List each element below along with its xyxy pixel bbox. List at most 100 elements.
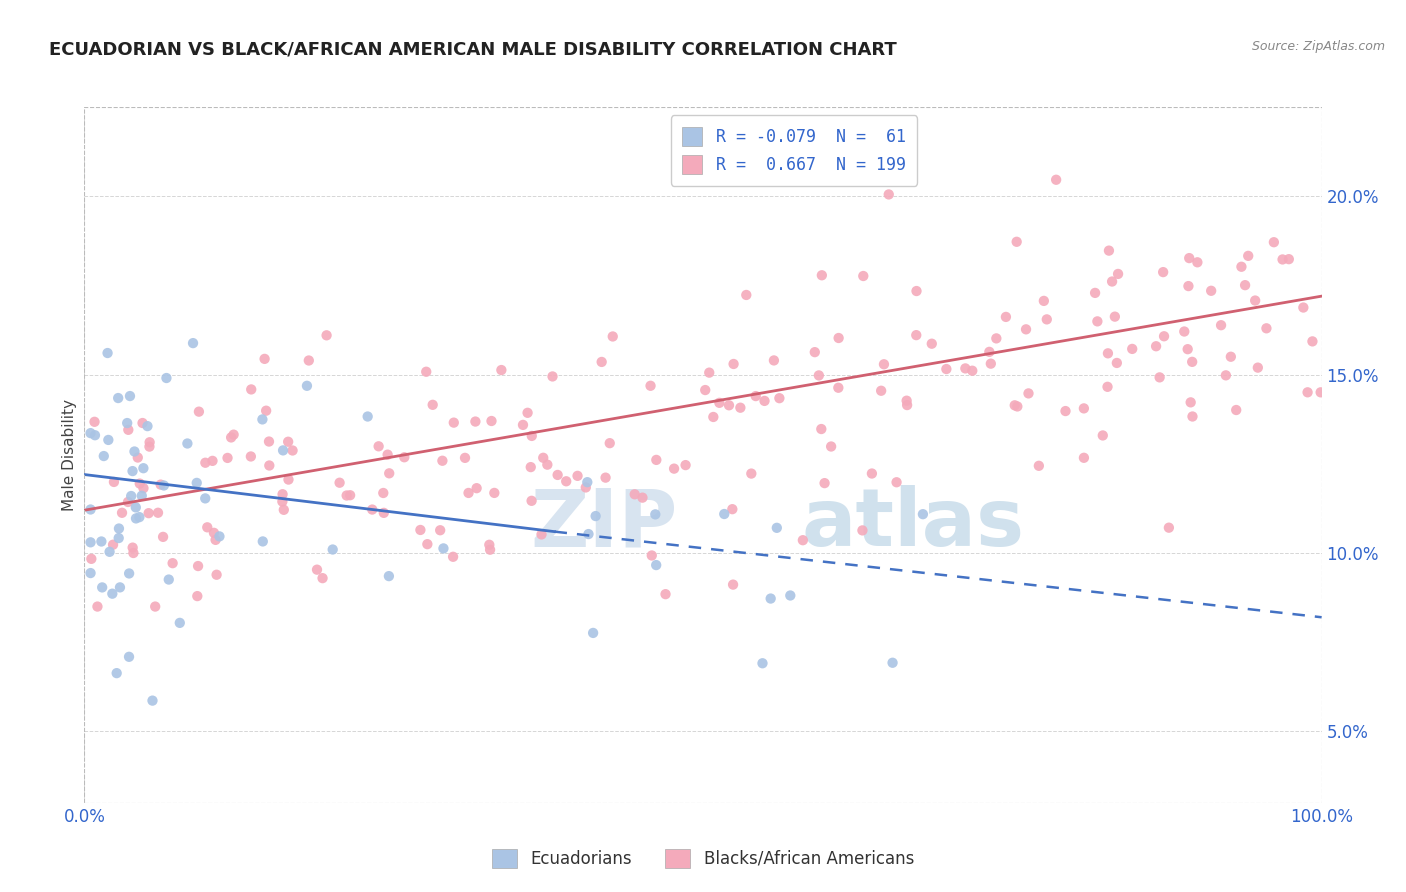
Point xyxy=(108,580,131,594)
Point xyxy=(994,310,1017,324)
Point xyxy=(555,475,578,489)
Point xyxy=(1036,312,1059,326)
Point xyxy=(896,398,918,412)
Point xyxy=(641,549,664,563)
Y-axis label: Male Disability: Male Disability xyxy=(62,399,77,511)
Point xyxy=(1244,293,1267,308)
Point xyxy=(83,415,105,429)
Point xyxy=(131,416,153,430)
Point xyxy=(127,450,149,465)
Point xyxy=(512,417,534,432)
Point xyxy=(204,533,226,547)
Point xyxy=(132,461,155,475)
Point xyxy=(1278,252,1301,267)
Point xyxy=(271,443,294,458)
Point xyxy=(125,511,148,525)
Point xyxy=(271,487,294,501)
Point xyxy=(107,531,129,545)
Point xyxy=(1073,450,1095,465)
Point xyxy=(1247,360,1270,375)
Point xyxy=(811,268,834,283)
Point xyxy=(152,530,174,544)
Point xyxy=(120,489,142,503)
Point xyxy=(240,383,263,397)
Point xyxy=(1181,355,1204,369)
Point xyxy=(79,426,101,441)
Point xyxy=(1105,356,1128,370)
Point xyxy=(740,467,762,481)
Point xyxy=(827,381,849,395)
Point xyxy=(827,331,849,345)
Point xyxy=(1097,380,1119,394)
Point xyxy=(1180,395,1202,409)
Point xyxy=(311,571,333,585)
Point xyxy=(1018,386,1040,401)
Point xyxy=(536,458,558,472)
Point xyxy=(1107,267,1129,281)
Point xyxy=(205,567,228,582)
Point xyxy=(481,414,503,428)
Point xyxy=(759,591,782,606)
Point xyxy=(97,433,120,447)
Point xyxy=(107,391,129,405)
Point xyxy=(271,494,294,508)
Point xyxy=(432,541,454,556)
Point xyxy=(201,454,224,468)
Point xyxy=(1219,350,1241,364)
Point xyxy=(429,523,451,537)
Point xyxy=(91,581,114,595)
Point xyxy=(122,546,145,560)
Point xyxy=(860,467,883,481)
Point xyxy=(520,493,543,508)
Legend: Ecuadorians, Blacks/African Americans: Ecuadorians, Blacks/African Americans xyxy=(485,842,921,874)
Point xyxy=(820,440,842,454)
Point xyxy=(377,448,399,462)
Point xyxy=(441,549,464,564)
Point xyxy=(1177,342,1199,356)
Point xyxy=(378,467,401,481)
Point xyxy=(339,488,361,502)
Point xyxy=(117,495,139,509)
Point xyxy=(810,422,832,436)
Point xyxy=(443,416,465,430)
Text: ZIP: ZIP xyxy=(530,485,678,564)
Point xyxy=(373,506,395,520)
Point xyxy=(101,538,124,552)
Point xyxy=(697,366,720,380)
Point xyxy=(194,456,217,470)
Point xyxy=(155,371,177,385)
Point xyxy=(329,475,352,490)
Point xyxy=(1271,252,1294,267)
Point xyxy=(654,587,676,601)
Point xyxy=(1199,284,1222,298)
Point xyxy=(315,328,337,343)
Point xyxy=(1152,265,1174,279)
Point xyxy=(717,398,740,412)
Point xyxy=(595,470,617,484)
Point xyxy=(1230,260,1253,274)
Point xyxy=(432,454,454,468)
Point xyxy=(1091,428,1114,442)
Point xyxy=(409,523,432,537)
Point xyxy=(128,476,150,491)
Point xyxy=(143,599,166,614)
Point xyxy=(1209,318,1232,333)
Point xyxy=(394,450,416,465)
Point xyxy=(813,476,835,491)
Point xyxy=(1032,293,1054,308)
Point xyxy=(194,491,217,506)
Point xyxy=(547,467,569,482)
Point xyxy=(1225,403,1247,417)
Point xyxy=(125,500,148,515)
Point xyxy=(1045,173,1067,187)
Point xyxy=(454,450,477,465)
Point xyxy=(721,577,744,591)
Point xyxy=(766,521,789,535)
Point xyxy=(754,393,776,408)
Point xyxy=(721,502,744,516)
Point xyxy=(322,542,344,557)
Point xyxy=(1178,251,1201,265)
Point xyxy=(662,461,685,475)
Point xyxy=(1301,334,1323,349)
Point xyxy=(298,353,321,368)
